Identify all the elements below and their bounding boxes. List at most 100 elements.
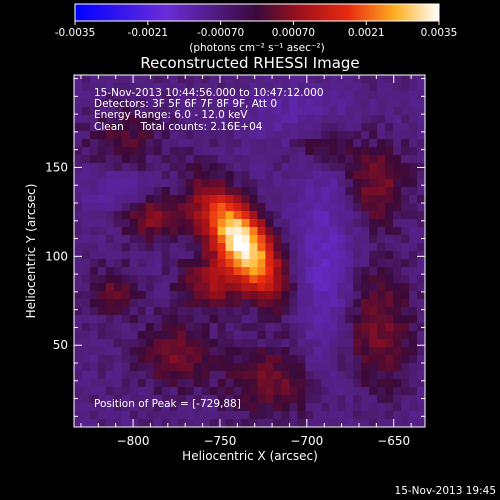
heatmap-cell bbox=[233, 163, 243, 172]
heatmap-cell bbox=[209, 139, 219, 148]
heatmap-cell bbox=[129, 107, 139, 116]
heatmap-cell bbox=[329, 259, 338, 268]
heatmap-cell bbox=[361, 243, 370, 252]
heatmap-cell bbox=[297, 259, 306, 268]
heatmap-cell bbox=[361, 83, 370, 92]
heatmap-cell bbox=[217, 123, 227, 132]
heatmap-cell bbox=[297, 411, 306, 420]
heatmap-cell bbox=[105, 235, 115, 244]
heatmap-cell bbox=[193, 403, 203, 412]
heatmap-cell bbox=[153, 195, 163, 204]
heatmap-cell bbox=[169, 115, 179, 124]
heatmap-cell bbox=[377, 115, 386, 124]
heatmap-cell bbox=[361, 395, 370, 404]
heatmap-cell bbox=[193, 291, 203, 300]
heatmap-cell bbox=[169, 331, 179, 340]
heatmap-cell bbox=[353, 219, 362, 228]
heatmap-cell bbox=[241, 395, 251, 404]
heatmap-cell bbox=[81, 315, 91, 324]
heatmap-cell bbox=[321, 195, 330, 204]
heatmap-cell bbox=[209, 235, 219, 244]
heatmap-cell bbox=[89, 243, 99, 252]
heatmap-cell bbox=[305, 139, 314, 148]
heatmap-cell bbox=[305, 283, 314, 292]
heatmap-cell bbox=[265, 131, 275, 140]
heatmap-cell bbox=[177, 395, 187, 404]
heatmap-cell bbox=[113, 187, 123, 196]
heatmap-cell bbox=[225, 131, 235, 140]
heatmap-cell bbox=[289, 203, 298, 212]
heatmap-cell bbox=[393, 155, 402, 164]
heatmap-cell bbox=[313, 171, 322, 180]
heatmap-cell bbox=[145, 155, 155, 164]
heatmap-cell bbox=[409, 123, 418, 132]
heatmap-cell bbox=[89, 331, 99, 340]
heatmap-cell bbox=[121, 123, 131, 132]
heatmap-cell bbox=[153, 203, 163, 212]
heatmap-cell bbox=[193, 275, 203, 284]
heatmap-cell bbox=[337, 307, 346, 316]
heatmap-cell bbox=[337, 235, 346, 244]
heatmap-cell bbox=[113, 403, 123, 412]
heatmap-cell bbox=[305, 99, 314, 108]
heatmap-cell bbox=[145, 379, 155, 388]
heatmap-cell bbox=[361, 147, 370, 156]
heatmap-cell bbox=[185, 323, 195, 332]
heatmap-cell bbox=[401, 211, 410, 220]
heatmap-cell bbox=[217, 107, 227, 116]
heatmap-cell bbox=[145, 235, 155, 244]
heatmap-cell bbox=[417, 235, 425, 244]
heatmap-cell bbox=[177, 163, 187, 172]
heatmap-cell bbox=[81, 235, 91, 244]
heatmap-cell bbox=[121, 171, 131, 180]
heatmap-cell bbox=[225, 99, 235, 108]
heatmap-cell bbox=[297, 395, 306, 404]
heatmap-cell bbox=[105, 307, 115, 316]
heatmap-cell bbox=[321, 91, 330, 100]
heatmap-cell bbox=[281, 211, 290, 220]
heatmap-cell bbox=[305, 131, 314, 140]
heatmap-cell bbox=[313, 187, 322, 196]
heatmap-cell bbox=[145, 203, 155, 212]
heatmap-cell bbox=[177, 419, 187, 427]
heatmap-cell bbox=[353, 267, 362, 276]
heatmap-cell bbox=[409, 227, 418, 236]
heatmap-cell bbox=[417, 155, 425, 164]
heatmap-cell bbox=[217, 203, 227, 212]
heatmap-cell bbox=[169, 275, 179, 284]
heatmap-cell bbox=[74, 291, 83, 300]
heatmap-cell bbox=[273, 235, 283, 244]
heatmap-cell bbox=[193, 211, 203, 220]
heatmap-cell bbox=[121, 179, 131, 188]
heatmap-cell bbox=[265, 371, 275, 380]
heatmap-cell bbox=[121, 235, 131, 244]
heatmap-cell bbox=[193, 363, 203, 372]
heatmap-cell bbox=[193, 419, 203, 427]
heatmap-cell bbox=[329, 411, 338, 420]
heatmap-cell bbox=[201, 83, 211, 92]
heatmap-cell bbox=[169, 267, 179, 276]
heatmap-cell bbox=[385, 163, 394, 172]
heatmap-cell bbox=[241, 219, 251, 228]
heatmap-cell bbox=[233, 339, 243, 348]
heatmap-cell bbox=[249, 395, 259, 404]
heatmap-cell bbox=[377, 395, 386, 404]
heatmap-cell bbox=[97, 75, 107, 84]
heatmap-cell bbox=[121, 139, 131, 148]
heatmap-cell bbox=[345, 363, 354, 372]
heatmap-cell bbox=[345, 99, 354, 108]
heatmap-cell bbox=[361, 227, 370, 236]
heatmap-cell bbox=[353, 179, 362, 188]
heatmap-cell bbox=[74, 307, 83, 316]
heatmap-cell bbox=[169, 291, 179, 300]
heatmap-cell bbox=[161, 283, 171, 292]
heatmap-cell bbox=[217, 387, 227, 396]
heatmap-cell bbox=[113, 299, 123, 308]
heatmap-cell bbox=[177, 275, 187, 284]
heatmap-cell bbox=[249, 419, 259, 427]
heatmap-cell bbox=[217, 235, 227, 244]
heatmap-cell bbox=[377, 419, 386, 427]
heatmap-cell bbox=[257, 83, 267, 92]
heatmap-cell bbox=[337, 107, 346, 116]
heatmap-cell bbox=[105, 107, 115, 116]
